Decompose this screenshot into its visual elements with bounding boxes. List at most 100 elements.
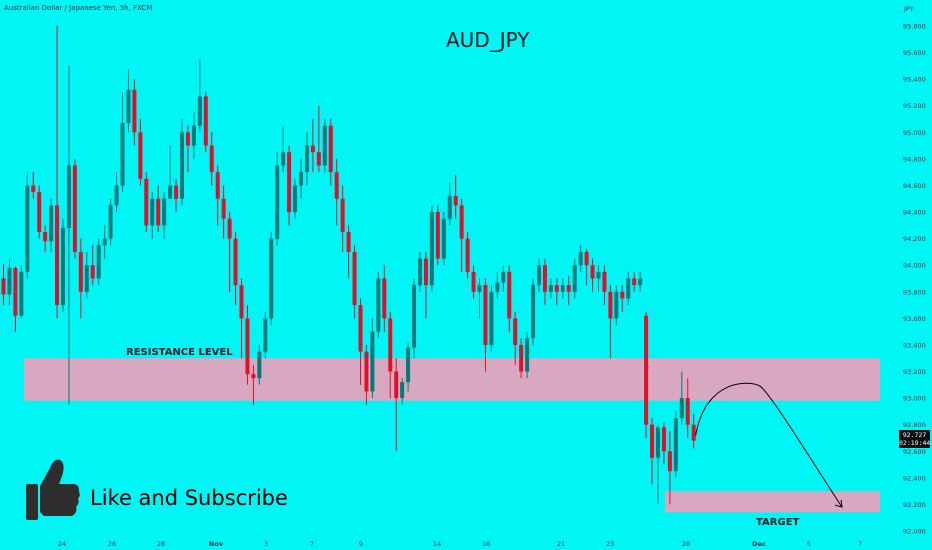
candle xyxy=(61,218,65,312)
candle xyxy=(501,265,506,292)
candle-body xyxy=(174,185,179,199)
y-tick-label: 92.200 xyxy=(903,501,926,509)
candle xyxy=(477,278,482,319)
candle xyxy=(382,265,387,332)
y-axis-unit: JPY xyxy=(903,5,914,13)
candle-body xyxy=(554,285,559,292)
candle xyxy=(429,205,434,292)
candle-body xyxy=(150,198,155,226)
candle xyxy=(108,198,113,246)
candle xyxy=(590,258,595,292)
candle xyxy=(685,378,690,438)
candle-body xyxy=(566,285,571,292)
y-tick-label: 93.600 xyxy=(903,315,926,323)
candle-body xyxy=(13,267,18,316)
y-tick-label: 93.000 xyxy=(903,395,926,403)
candle-body xyxy=(501,271,506,283)
candle xyxy=(358,298,363,385)
candle-body xyxy=(388,318,393,372)
y-tick-label: 93.200 xyxy=(903,368,926,376)
x-tick-label: Nov xyxy=(209,540,224,548)
candle xyxy=(180,119,184,206)
candle xyxy=(537,258,541,292)
candle-body xyxy=(608,291,613,319)
x-tick-label: 5 xyxy=(807,540,811,548)
candle-body xyxy=(84,265,89,292)
candle-body xyxy=(679,398,684,419)
candle xyxy=(287,145,292,226)
candle-body xyxy=(406,347,411,383)
candle xyxy=(281,125,286,173)
x-tick-label: 23 xyxy=(606,540,614,548)
candle-body xyxy=(43,231,48,242)
candle-body xyxy=(209,145,214,173)
y-tick-label: 92.800 xyxy=(903,421,926,429)
x-tick-label: 26 xyxy=(108,540,116,548)
resistance-level-label: RESISTANCE LEVEL xyxy=(126,347,233,358)
candle xyxy=(191,112,196,159)
candle xyxy=(150,192,155,239)
candle xyxy=(465,231,470,279)
candle-body xyxy=(72,165,77,252)
chart-title: AUD_JPY xyxy=(446,28,530,52)
candle xyxy=(620,285,625,312)
candle-body xyxy=(78,251,83,292)
candle-body xyxy=(132,89,137,133)
y-tick-label: 94.600 xyxy=(903,182,926,190)
candle-body xyxy=(364,351,369,392)
candle xyxy=(370,318,375,399)
candle-body xyxy=(168,185,173,199)
candle xyxy=(334,158,339,226)
candle-body xyxy=(459,205,464,239)
y-tick-label: 92.400 xyxy=(903,474,926,482)
candle-body xyxy=(108,205,113,239)
candle-body xyxy=(310,145,315,153)
y-tick-label: 95.800 xyxy=(903,23,926,31)
candle-body xyxy=(358,305,363,352)
candle xyxy=(13,266,18,332)
x-tick-label: 16 xyxy=(482,540,490,548)
candle-body xyxy=(49,205,54,242)
candle xyxy=(435,205,440,266)
candle-body xyxy=(519,344,524,372)
y-tick-label: 94.400 xyxy=(903,209,926,217)
candle-body xyxy=(685,398,690,425)
candle xyxy=(90,245,95,286)
candle xyxy=(138,119,143,186)
candle-body xyxy=(495,282,500,292)
x-tick-label: 7 xyxy=(310,540,314,548)
x-tick-label: 28 xyxy=(682,540,690,548)
y-tick-label: 94.800 xyxy=(903,155,926,163)
candle-body xyxy=(185,132,190,146)
candle xyxy=(43,225,48,252)
candle xyxy=(483,278,488,372)
y-tick-label: 95.400 xyxy=(903,76,926,84)
candle-body xyxy=(304,145,309,173)
candle-body xyxy=(239,285,244,319)
candle xyxy=(49,198,54,252)
candle-body xyxy=(376,278,381,332)
resistance-zone xyxy=(24,358,880,401)
candle-body xyxy=(334,172,339,199)
candle xyxy=(447,182,452,226)
candle-body xyxy=(412,285,417,348)
candle xyxy=(542,258,547,306)
candle-body xyxy=(489,291,494,345)
candle-body xyxy=(435,212,440,259)
candle-body xyxy=(138,132,143,179)
candle xyxy=(584,249,589,286)
candle xyxy=(162,192,167,239)
candle xyxy=(340,185,345,252)
y-tick-label: 93.400 xyxy=(903,341,926,349)
candle-body xyxy=(542,265,547,292)
candle-body xyxy=(602,271,607,292)
candle xyxy=(531,278,536,345)
candle-body xyxy=(423,258,428,286)
candle xyxy=(156,185,161,232)
y-tick-label: 93.800 xyxy=(903,288,926,296)
candle xyxy=(453,174,458,219)
candle xyxy=(316,105,321,173)
candle-body xyxy=(578,251,583,266)
candle-body xyxy=(507,271,512,319)
